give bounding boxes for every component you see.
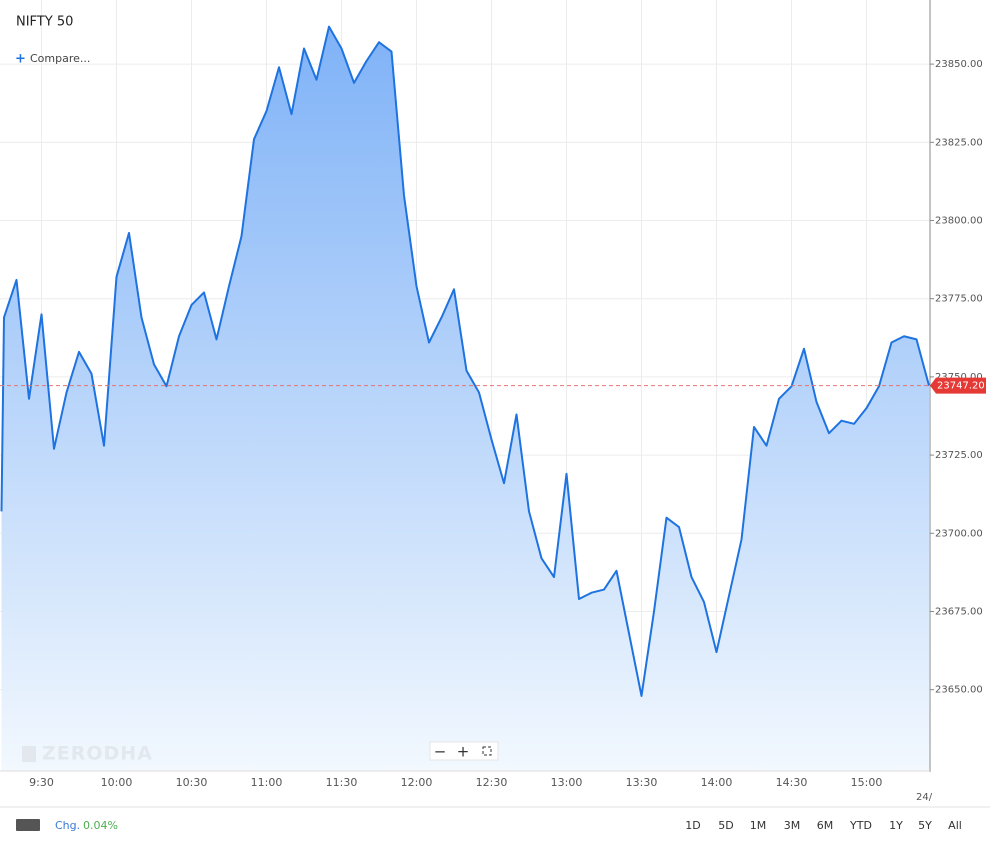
y-tick-label: 23700.00 [935,528,983,539]
y-tick-label: 23825.00 [935,137,983,148]
last-price-tag [930,377,986,394]
range-button[interactable]: 5Y [918,819,932,832]
range-button[interactable]: 1D [685,819,700,832]
x-tick-label: 10:00 [101,776,133,789]
y-tick-label: 23775.00 [935,294,983,305]
x-tick-label: 12:30 [476,776,508,789]
x-tick-label: 15:00 [851,776,883,789]
range-button[interactable]: 1Y [889,819,903,832]
range-button[interactable]: 6M [817,819,834,832]
range-buttons: 1D 5D 1M 3M 6M YTD 1Y 5Y All [685,819,962,832]
change-value: 0.04% [83,819,118,832]
x-tick-label: 11:00 [251,776,283,789]
keyboard-icon[interactable] [16,819,40,831]
range-button[interactable]: 5D [718,819,733,832]
y-tick-label: 23850.00 [935,59,983,70]
price-line [0,25,930,697]
chart-title: NIFTY 50 [16,15,73,30]
zoom-box [429,741,499,761]
zoom-out[interactable]: − [434,743,447,761]
date-label: 24/ [916,792,933,803]
last-price-label: 23747.20 [937,381,985,392]
x-tick-label: 13:30 [626,776,658,789]
zoom-in[interactable]: + [457,743,470,761]
x-tick-label: 12:00 [401,776,433,789]
range-button[interactable]: 3M [784,819,801,832]
y-tick-label: 23725.00 [935,450,983,461]
compare-button[interactable]: Compare... [30,52,90,65]
x-tick-label: 14:30 [776,776,808,789]
area-fill [1,26,929,772]
x-tick-label: 9:30 [29,776,54,789]
fullscreen[interactable] [482,746,492,756]
x-tick-label: 14:00 [701,776,733,789]
y-tick-label: 23750.00 [935,372,983,383]
x-tick-label: 11:30 [326,776,358,789]
y-tick-label: 23650.00 [935,685,983,696]
y-tick-label: 23800.00 [935,216,983,227]
range-button[interactable]: All [948,819,962,832]
watermark: ZERODHA [42,743,153,765]
y-tick-label: 23675.00 [935,606,983,617]
zoom-controls: − + [429,741,499,761]
x-tick-label: 13:00 [551,776,583,789]
range-button[interactable]: YTD [849,819,872,832]
compare-icon[interactable]: + [15,52,26,67]
range-button[interactable]: 1M [750,819,767,832]
watermark-logo [22,746,36,762]
x-tick-label: 10:30 [176,776,208,789]
plot [0,25,930,772]
change-label: Chg. [55,819,80,832]
